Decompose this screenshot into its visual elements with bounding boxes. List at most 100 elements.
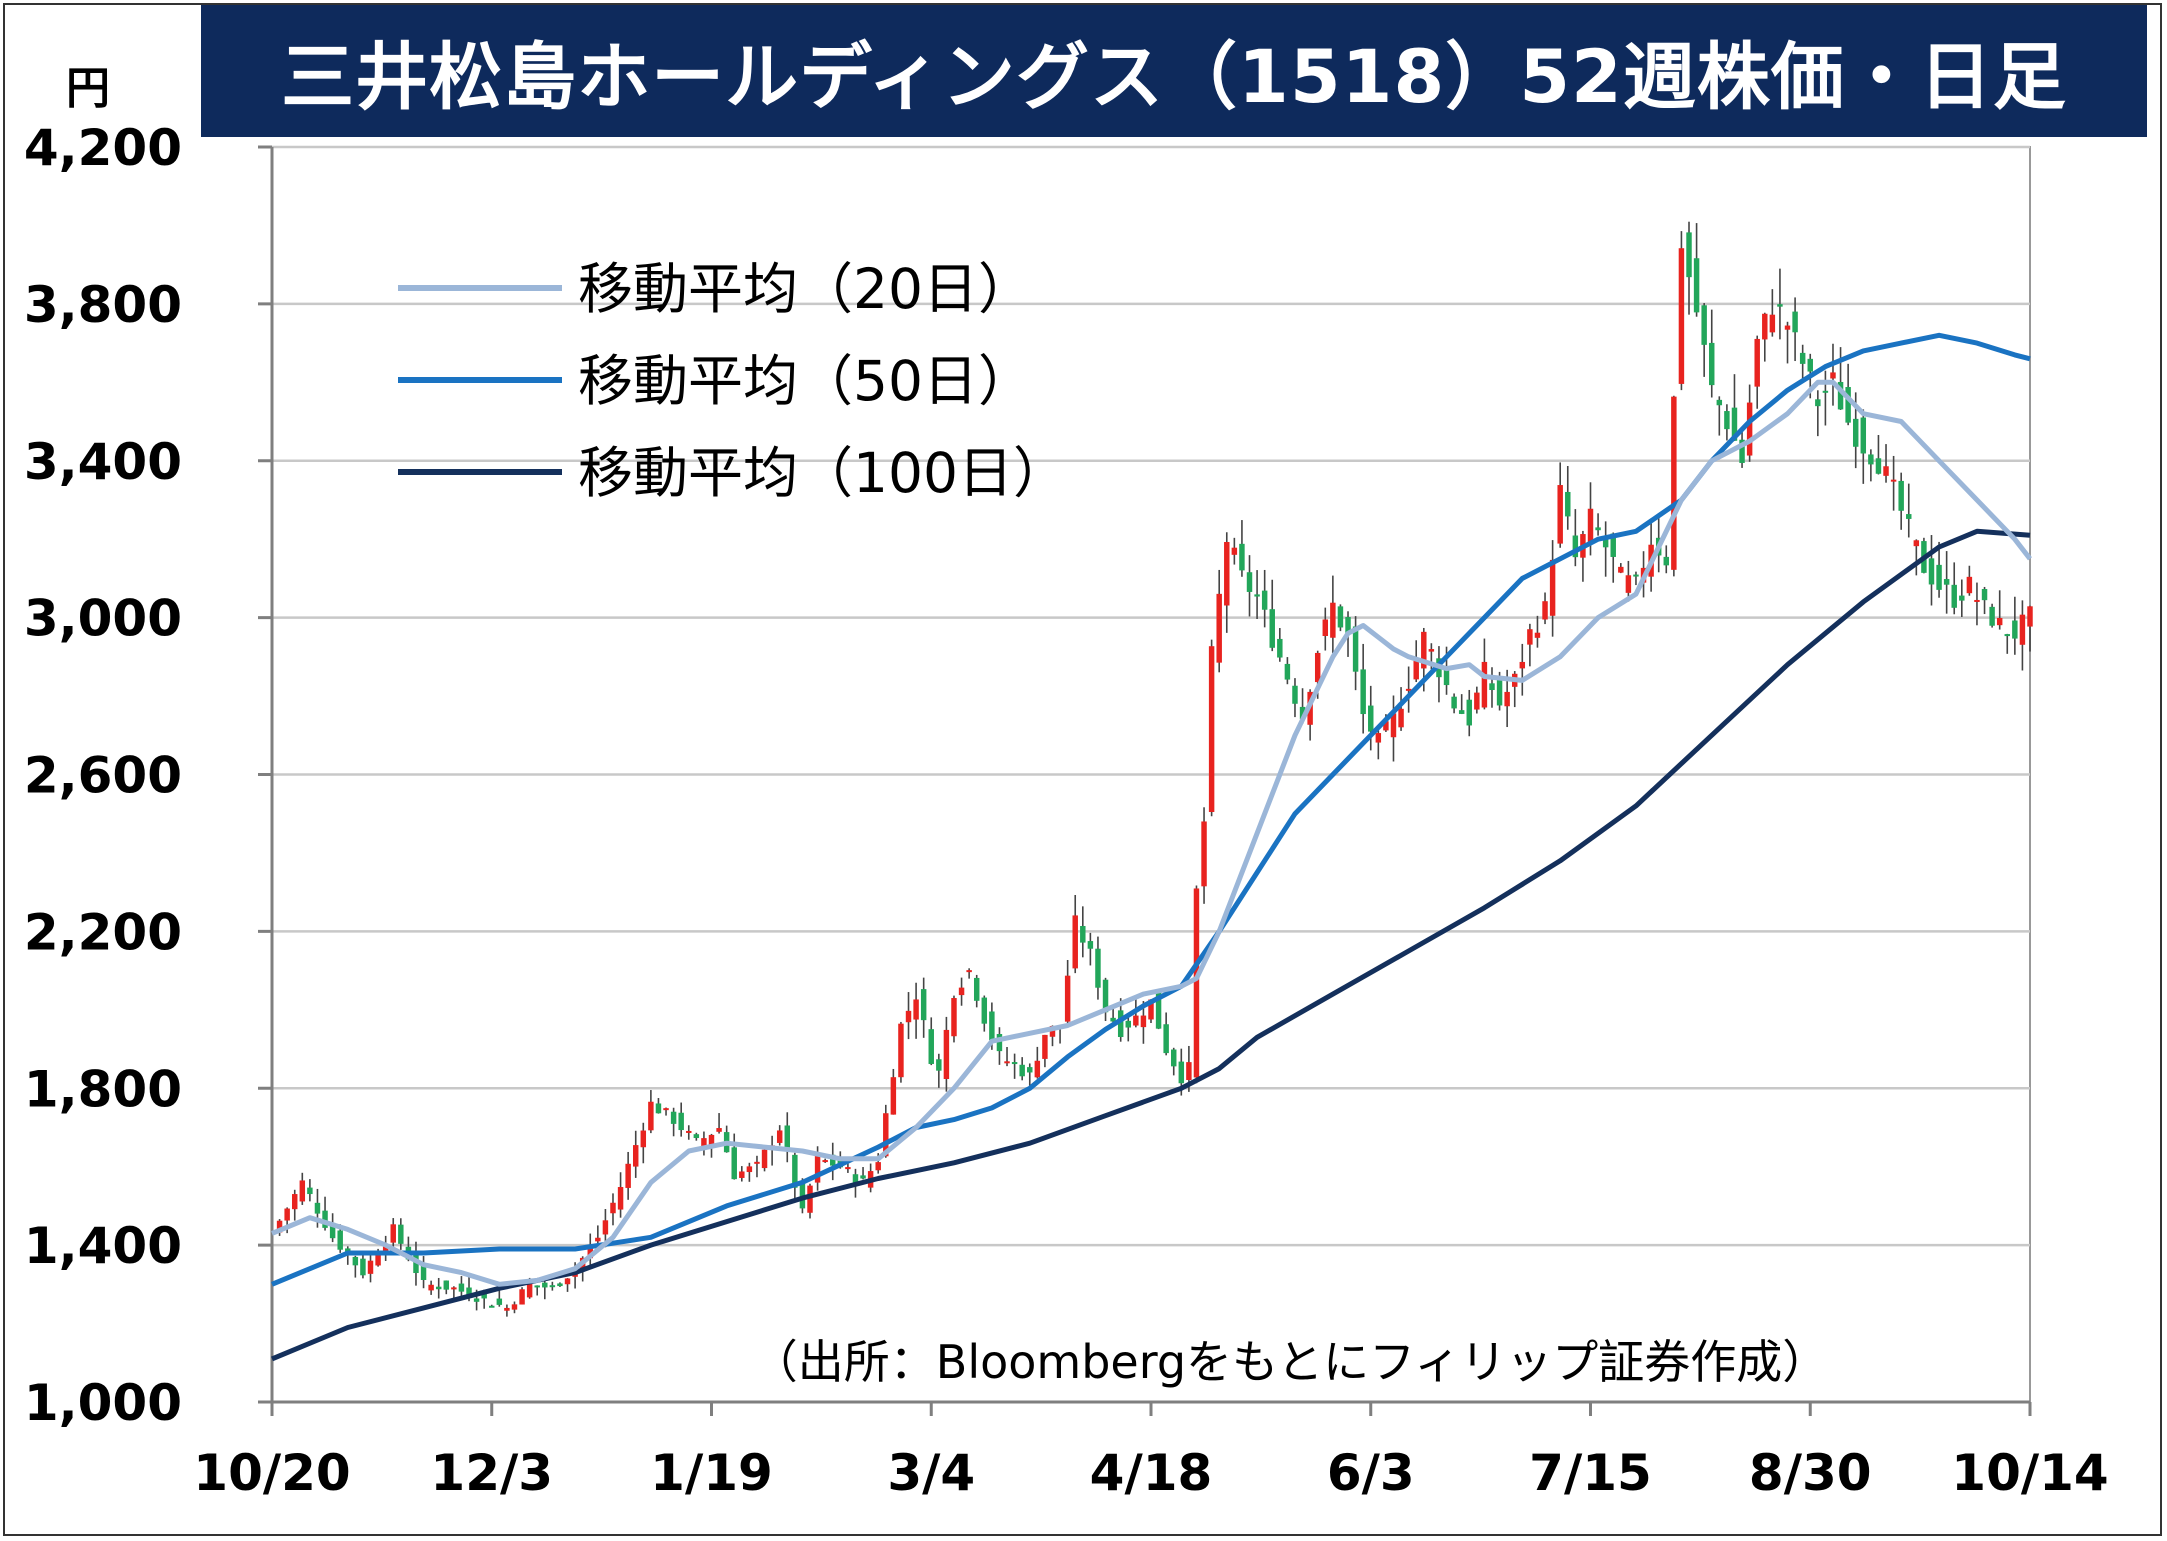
candle-body (1951, 584, 1957, 608)
candlestick (1087, 932, 1094, 966)
x-tick-label: 1/19 (650, 1444, 773, 1502)
candle-body (1868, 454, 1874, 465)
y-axis-unit-label: 円 (66, 63, 110, 114)
candle-body (920, 989, 927, 1021)
x-tick-label: 8/30 (1749, 1444, 1872, 1502)
candle-body (1769, 314, 1776, 333)
candlestick (360, 1252, 366, 1279)
candlestick (1595, 513, 1601, 536)
candle-body (617, 1187, 624, 1210)
candlestick (1671, 395, 1677, 577)
candlestick (542, 1278, 548, 1300)
candle-body (830, 1154, 836, 1166)
candle-body (1936, 564, 1942, 590)
candlestick (1080, 906, 1086, 958)
y-tick-label: 3,800 (24, 276, 182, 334)
candle-body (2019, 614, 2026, 645)
candlestick (1019, 1057, 1025, 1081)
candlestick (557, 1282, 563, 1287)
candle-body (451, 1287, 457, 1290)
candlestick (428, 1280, 434, 1295)
candlestick (1936, 541, 1942, 598)
candlestick (1709, 309, 1715, 398)
candle-body (1246, 572, 1253, 592)
candle-body (1504, 691, 1510, 707)
candle-body (557, 1283, 563, 1287)
candlestick (1095, 936, 1101, 1000)
candlestick (276, 1219, 283, 1236)
candle-body (1519, 661, 1526, 669)
candle-body (435, 1286, 442, 1290)
candlestick (1716, 396, 1723, 436)
candlestick (1890, 455, 1897, 511)
candle-body (1193, 888, 1200, 1078)
candle-body (1527, 629, 1533, 645)
candle-body (2027, 606, 2033, 627)
candlestick (390, 1218, 396, 1250)
candle-body (1368, 705, 1374, 732)
y-tick-label: 3,000 (24, 590, 182, 648)
candle-body (1489, 683, 1495, 691)
candle-body (1799, 352, 1806, 364)
candlestick (936, 1053, 942, 1088)
candle-body (1201, 821, 1207, 887)
candle-body (276, 1220, 283, 1233)
candle-body (966, 970, 972, 973)
candle-body (314, 1202, 321, 1214)
candle-body (1102, 979, 1109, 1013)
candlestick (1883, 444, 1889, 483)
candle-body (602, 1220, 609, 1235)
candlestick (845, 1163, 851, 1173)
candle-body (936, 1059, 942, 1071)
candlestick (1405, 666, 1412, 713)
candlestick (1701, 303, 1707, 377)
candle-body (1004, 1061, 1010, 1064)
candle-body (1163, 1024, 1169, 1054)
candlestick (905, 992, 912, 1040)
candlestick (2012, 596, 2018, 655)
candle-body (1686, 232, 1692, 278)
candlestick (898, 1021, 904, 1083)
candle-body (1224, 541, 1230, 606)
candlestick (754, 1155, 760, 1178)
candle-body (519, 1289, 525, 1305)
candlestick (1572, 509, 1579, 567)
candlestick (973, 974, 980, 1008)
candle-body (1049, 1025, 1056, 1037)
candlestick (784, 1112, 791, 1163)
candlestick (1602, 521, 1609, 577)
candle-body (1443, 668, 1450, 686)
candle-body (1466, 699, 1472, 726)
candle-body (1231, 547, 1238, 555)
candle-body (1080, 926, 1086, 943)
candle-body (1890, 479, 1897, 482)
candle-body (1557, 485, 1563, 544)
candlestick (382, 1235, 389, 1261)
y-tick-label: 4,200 (24, 119, 182, 177)
candle-body (1709, 342, 1715, 386)
candlestick (1565, 465, 1571, 530)
candlestick (761, 1148, 768, 1172)
candlestick (920, 977, 927, 1038)
candlestick (1254, 570, 1260, 620)
candle-body (1762, 313, 1768, 340)
candle-body (913, 999, 919, 1020)
candle-body (375, 1254, 381, 1266)
candlestick (2019, 600, 2026, 671)
candlestick (648, 1090, 654, 1134)
x-tick-label: 3/4 (887, 1444, 975, 1502)
candlestick (1208, 639, 1215, 817)
candle-body (307, 1187, 313, 1195)
candle-body (716, 1128, 722, 1132)
candle-body (292, 1194, 298, 1210)
candle-body (1792, 311, 1798, 333)
candlestick (928, 1017, 934, 1066)
series-line-ma20 (271, 379, 2032, 1287)
candle-body (1383, 721, 1389, 731)
candlestick (1549, 540, 1556, 637)
candlestick (1868, 449, 1874, 482)
candle-body (655, 1103, 662, 1114)
candlestick (1633, 571, 1639, 586)
candlestick (1398, 687, 1404, 731)
candle-body (542, 1282, 548, 1288)
